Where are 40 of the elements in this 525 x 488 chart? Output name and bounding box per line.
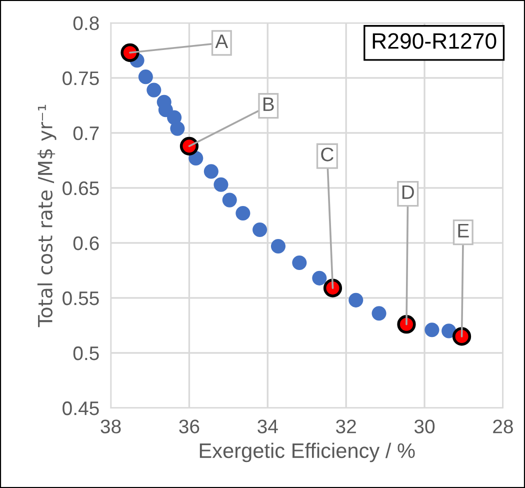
x-tick-label: 38 xyxy=(100,420,121,434)
annotation: E xyxy=(458,224,469,238)
y-tick-label: 0.8 xyxy=(73,16,99,30)
chart-title: R290-R1270 xyxy=(372,33,496,49)
point xyxy=(372,306,386,321)
annotation: A xyxy=(215,34,228,48)
point xyxy=(236,206,250,221)
point xyxy=(292,255,307,270)
point xyxy=(348,292,364,308)
point xyxy=(452,327,472,346)
x-tick-label: 32 xyxy=(336,420,356,434)
y-tick-label: 0.7 xyxy=(73,126,99,140)
y-tick-label: 0.75 xyxy=(62,71,99,86)
y-tick-label: 0.6 xyxy=(73,236,99,250)
point xyxy=(252,222,268,238)
point xyxy=(146,82,162,98)
point xyxy=(120,43,140,62)
point xyxy=(204,164,218,179)
annotation: C xyxy=(321,148,334,162)
x-tick-label: 36 xyxy=(179,420,200,434)
y-axis-title: Total cost rate /M$ yr⁻¹ xyxy=(37,104,56,328)
x-tick-label: 34 xyxy=(258,420,278,434)
x-axis-title: Exergetic Efficiency / % xyxy=(200,442,415,462)
point xyxy=(222,192,237,208)
y-tick-label: 0.45 xyxy=(62,401,99,416)
annotation: B xyxy=(263,98,274,111)
point xyxy=(270,238,286,254)
point xyxy=(180,136,199,156)
y-tick-label: 0.65 xyxy=(62,181,99,196)
point xyxy=(138,70,153,84)
y-tick-label: 0.55 xyxy=(62,291,99,306)
point xyxy=(312,270,327,286)
point xyxy=(424,322,440,338)
x-tick-label: 28 xyxy=(493,420,513,434)
annotation: D xyxy=(402,185,414,199)
x-tick-label: 30 xyxy=(414,420,435,434)
point xyxy=(214,177,228,192)
y-tick-label: 0.5 xyxy=(73,346,99,360)
point xyxy=(397,315,416,334)
point xyxy=(170,121,185,136)
